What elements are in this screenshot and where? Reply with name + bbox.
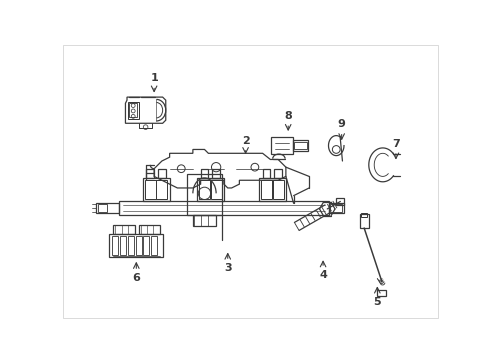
Bar	[129, 103, 137, 117]
Bar	[109, 234, 163, 257]
Bar	[210, 180, 221, 199]
Bar	[360, 213, 366, 217]
Bar	[127, 237, 134, 255]
Bar	[127, 102, 138, 119]
Bar	[262, 169, 270, 178]
Bar	[120, 237, 126, 255]
Bar	[96, 203, 119, 213]
Bar	[143, 237, 149, 255]
Bar	[199, 180, 209, 199]
Bar	[212, 169, 220, 178]
Bar	[138, 225, 160, 234]
Bar	[142, 178, 169, 201]
Text: 6: 6	[132, 274, 140, 283]
Bar	[294, 142, 306, 149]
Bar	[200, 169, 208, 178]
Bar	[359, 214, 368, 228]
Bar	[97, 204, 107, 212]
Bar	[146, 169, 154, 178]
Bar	[158, 169, 165, 178]
Bar	[187, 174, 222, 215]
Text: 8: 8	[284, 111, 291, 121]
Bar	[151, 237, 157, 255]
Bar	[196, 178, 224, 201]
Bar	[119, 201, 328, 215]
Bar	[272, 180, 283, 199]
Text: 4: 4	[319, 270, 326, 280]
Bar	[292, 140, 308, 151]
Text: 7: 7	[391, 139, 399, 149]
Bar	[329, 204, 342, 212]
Bar	[261, 180, 271, 199]
Bar	[192, 215, 216, 226]
Bar	[376, 289, 385, 296]
Text: 2: 2	[241, 136, 249, 145]
Text: 3: 3	[224, 263, 231, 273]
Bar	[135, 237, 142, 255]
Bar	[258, 178, 285, 201]
Bar	[336, 198, 344, 204]
Bar	[156, 180, 167, 199]
Bar	[270, 137, 292, 154]
Bar	[112, 237, 118, 255]
Bar	[274, 169, 282, 178]
Bar	[113, 225, 135, 234]
Text: 9: 9	[337, 120, 345, 130]
Text: 5: 5	[373, 297, 380, 306]
Text: 1: 1	[150, 73, 158, 83]
Bar	[328, 203, 343, 213]
Bar	[144, 180, 155, 199]
